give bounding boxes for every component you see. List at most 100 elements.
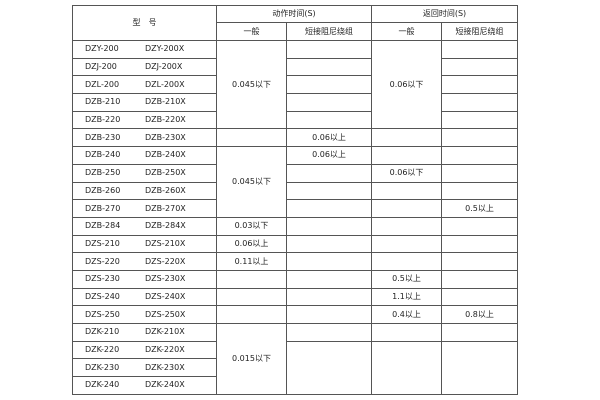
return-short-cell — [441, 75, 519, 95]
return-short-cell — [441, 340, 519, 395]
model-x-variant: DZS-210X — [145, 238, 186, 248]
model-standard: DZB-284 — [85, 221, 121, 231]
action-short-cell — [285, 75, 373, 95]
action-short-cell — [285, 269, 373, 289]
table-row: DZB-230 DZB-230X 0.06以上 — [72, 128, 519, 148]
return-short-cell — [441, 146, 519, 165]
table-row: DZB-260 DZB-260X — [72, 181, 519, 201]
return-short-cell — [441, 110, 519, 130]
return-general-cell — [371, 340, 443, 395]
model-cell: DZK-230 DZK-230X — [72, 358, 217, 378]
model-cell: DZB-220 DZB-220X — [72, 110, 217, 130]
action-short-cell — [285, 340, 373, 395]
model-standard: DZB-260 — [85, 185, 121, 195]
model-standard: DZB-230 — [85, 132, 121, 142]
model-standard: DZS-220 — [85, 256, 120, 266]
return-general-cell: 0.06以下 — [371, 163, 443, 183]
return-short-cell: 0.8以上 — [441, 305, 519, 324]
table-row: DZJ-200 DZJ-200X — [72, 57, 519, 77]
return-short-cell — [441, 216, 519, 236]
action-short-cell — [285, 163, 373, 183]
table-row: DZB-270 DZB-270X 0.5以上 — [72, 199, 519, 218]
model-x-variant: DZB-220X — [145, 115, 186, 125]
model-cell: DZB-260 DZB-260X — [72, 181, 217, 201]
model-standard: DZK-240 — [85, 380, 120, 390]
action-short-cell — [285, 323, 373, 342]
action-short-cell: 0.06以上 — [285, 146, 373, 165]
model-x-variant: DZJ-200X — [145, 62, 183, 72]
model-cell: DZB-250 DZB-250X — [72, 163, 217, 183]
header-action-short: 短接阻尼绕组 — [285, 22, 373, 41]
return-short-cell — [441, 323, 519, 342]
return-short-cell — [441, 40, 519, 59]
action-general-cell — [216, 128, 287, 148]
model-cell: DZS-220 DZS-220X — [72, 252, 217, 271]
model-x-variant: DZK-240X — [145, 380, 185, 390]
model-cell: DZB-270 DZB-270X — [72, 199, 217, 218]
model-cell: DZS-230 DZS-230X — [72, 269, 217, 289]
action-general-cell: 0.03以下 — [216, 216, 287, 236]
model-x-variant: DZB-250X — [145, 168, 186, 178]
table-row: DZS-230 DZS-230X 0.5以上 — [72, 269, 519, 289]
action-short-cell — [285, 110, 373, 130]
return-general-cell: 0.5以上 — [371, 269, 443, 289]
action-short-cell — [285, 216, 373, 236]
table-row: DZK-210 DZK-210X 0.015以下 — [72, 323, 519, 395]
return-general-cell — [371, 199, 443, 218]
return-short-cell: 0.5以上 — [441, 199, 519, 218]
model-x-variant: DZS-250X — [145, 309, 186, 319]
model-standard: DZK-230 — [85, 362, 120, 372]
header-action-time: 动作时间(S) — [215, 5, 373, 23]
model-cell: DZS-240 DZS-240X — [72, 287, 217, 307]
action-short-cell — [285, 234, 373, 254]
action-general-cell — [216, 305, 287, 324]
return-general-cell — [371, 252, 443, 271]
return-short-cell — [441, 181, 519, 201]
model-cell: DZS-210 DZS-210X — [72, 234, 217, 254]
action-general-cell: 0.015以下 — [216, 323, 287, 395]
model-x-variant: DZB-240X — [145, 150, 186, 160]
action-short-cell — [285, 57, 373, 77]
table-row: DZS-220 DZS-220X 0.11以上 — [72, 252, 519, 271]
model-standard: DZS-240 — [85, 291, 120, 301]
table-row: DZK-220 DZK-220X — [72, 340, 519, 395]
return-short-cell — [441, 57, 519, 77]
model-standard: DZB-240 — [85, 150, 121, 160]
model-x-variant: DZS-220X — [145, 256, 186, 266]
model-x-variant: DZB-284X — [145, 221, 186, 231]
table-row: DZS-240 DZS-240X 1.1以上 — [72, 287, 519, 307]
model-cell: DZB-210 DZB-210X — [72, 93, 217, 112]
return-short-cell — [441, 287, 519, 307]
relay-timing-table: 型 号 动作时间(S) 返回时间(S) 一般 短接阻尼绕组 一般 短接阻尼绕组 … — [72, 5, 519, 395]
return-general-cell: 0.06以下 — [371, 39, 443, 130]
model-x-variant: DZB-260X — [145, 185, 186, 195]
return-general-cell: 0.4以上 — [371, 305, 443, 324]
return-short-cell — [441, 163, 519, 183]
model-x-variant: DZB-270X — [145, 203, 186, 213]
action-short-cell — [285, 181, 373, 201]
table-row: DZB-240 DZB-240X 0.045以下 0.06以上 — [72, 146, 519, 218]
model-x-variant: DZK-210X — [145, 327, 185, 337]
action-short-cell — [285, 252, 373, 271]
model-standard: DZK-210 — [85, 327, 120, 337]
model-x-variant: DZS-240X — [145, 291, 186, 301]
table-row: DZB-284 DZB-284X 0.03以下 — [72, 216, 519, 236]
return-general-cell — [371, 234, 443, 254]
header-return-time: 返回时间(S) — [371, 5, 519, 23]
table-row: DZK-240 DZK-240X — [72, 376, 518, 395]
model-standard: DZB-270 — [85, 203, 121, 213]
action-short-cell: 0.06以上 — [285, 128, 373, 148]
action-short-cell — [285, 305, 373, 324]
header-return-short: 短接阻尼绕组 — [441, 22, 519, 41]
action-general-cell: 0.045以下 — [216, 39, 287, 130]
return-general-cell — [371, 181, 443, 201]
return-general-cell: 1.1以上 — [371, 287, 443, 307]
return-general-cell — [371, 146, 443, 165]
model-standard: DZK-220 — [85, 345, 120, 355]
model-cell: DZK-240 DZK-240X — [72, 376, 217, 395]
model-standard: DZS-250 — [85, 309, 120, 319]
header-return-general: 一般 — [371, 22, 443, 41]
model-x-variant: DZY-200X — [145, 44, 185, 54]
table-row: DZB-220 DZB-220X — [72, 110, 519, 130]
model-standard: DZJ-200 — [85, 62, 117, 72]
